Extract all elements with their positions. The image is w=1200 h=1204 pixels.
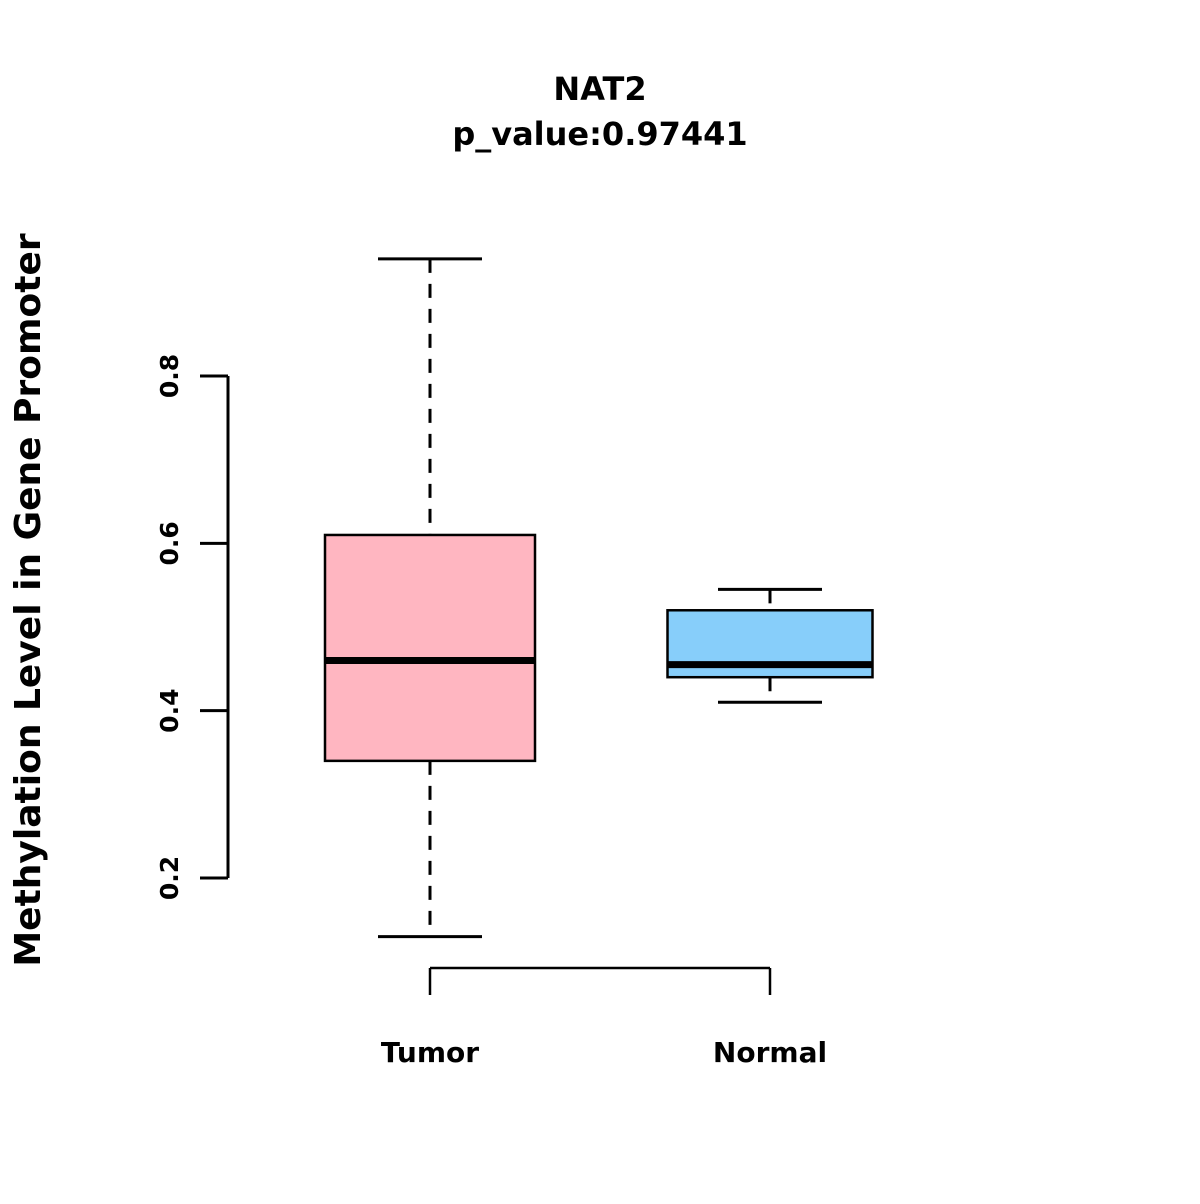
- y-axis-label: Methylation Level in Gene Promoter: [8, 233, 49, 967]
- y-tick-label: 0.4: [155, 689, 184, 733]
- category-label-tumor: Tumor: [381, 1036, 479, 1069]
- category-label-normal: Normal: [713, 1036, 827, 1069]
- y-tick-label: 0.8: [155, 354, 184, 398]
- chart-subtitle: p_value:0.97441: [452, 115, 747, 153]
- y-tick-label: 0.6: [155, 521, 184, 565]
- plot-layer: 0.2 0.4 0.6 0.8 Tumor Normal: [155, 257, 874, 1069]
- y-tick-label: 0.2: [155, 856, 184, 900]
- box-tumor: [323, 533, 537, 763]
- chart-title: NAT2: [553, 70, 646, 108]
